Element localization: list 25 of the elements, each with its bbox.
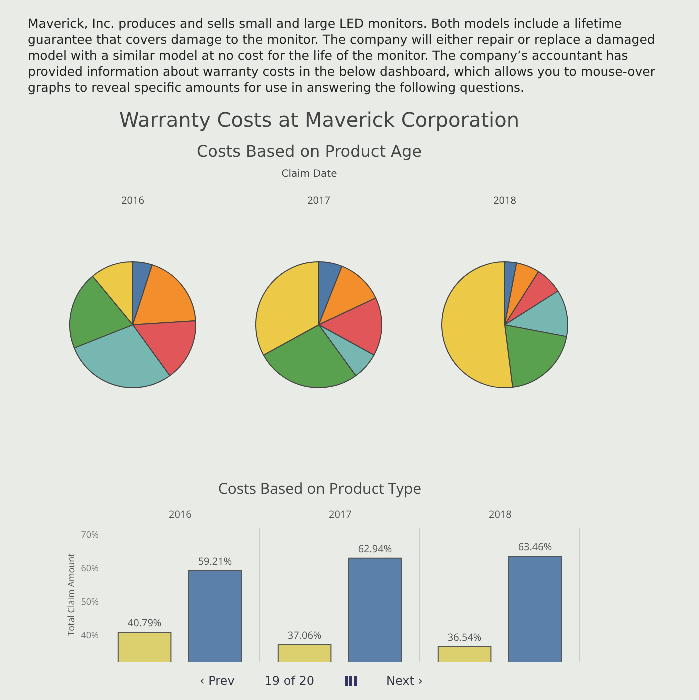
text: Warranty Costs at Maverick Corporation — [118, 108, 521, 132]
text: Claim Date — [280, 169, 338, 180]
y-tick-label: 70% — [81, 528, 99, 541]
data-label: 36.54% — [448, 630, 482, 644]
text: Costs Based on Product Age — [196, 142, 423, 161]
y-tick-label: 40% — [81, 628, 99, 642]
chart-title: 2016 — [122, 192, 145, 207]
x-tick-label: 2017 — [329, 507, 352, 521]
data-label: 63.46% — [518, 540, 552, 554]
y-tick-label: 50% — [81, 594, 99, 608]
chart-title: 2017 — [308, 192, 331, 207]
x-tick-label: 2018 — [489, 507, 512, 521]
chart-title: Costs Based on Product Type — [218, 479, 422, 500]
chart-title: 2018 — [494, 192, 517, 207]
text: 19 of 20 — [264, 674, 315, 688]
data-label: 37.06% — [288, 628, 322, 642]
text: Maverick, Inc. produces and sells small and large LED monitors. Both models include a lifetime guarantee that covers damage to the monitor. The company will either repair or replace a damaged model with a similar model at no cost for the life of the monitor. The company’s accountant has provided information about warranty costs in the below dashboard, which allows you to mouse-over graphs to reveal specific amounts for use in answering the following questions. — [28, 16, 656, 96]
x-tick-label: 2016 — [169, 507, 192, 521]
y-tick-label: 60% — [81, 561, 99, 574]
y-axis-title: Total Claim Amount — [64, 554, 78, 636]
data-label: 62.94% — [358, 541, 392, 556]
data-label: 59.21% — [198, 554, 232, 568]
data-label: 40.79% — [128, 616, 162, 630]
text: ‹ Prev — [200, 674, 235, 688]
text: Next › — [386, 674, 424, 688]
